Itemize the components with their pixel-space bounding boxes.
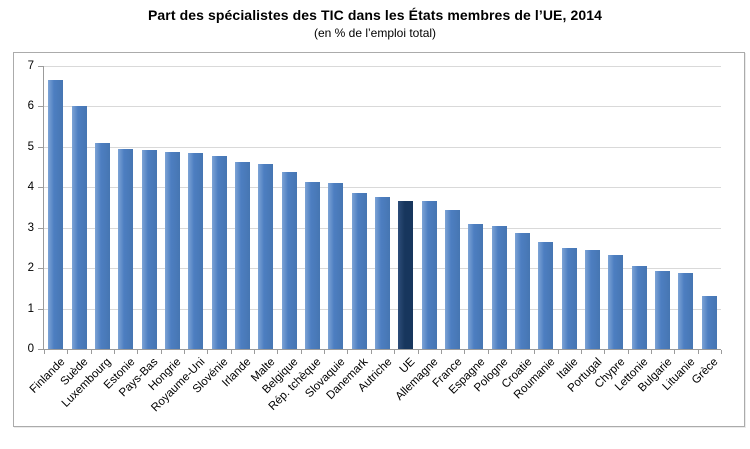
y-tick-5 xyxy=(38,146,43,148)
bar-suede xyxy=(71,106,87,349)
y-tick-6 xyxy=(38,106,43,108)
x-axis-line xyxy=(43,349,721,350)
bar-ue xyxy=(398,200,414,349)
x-tick-12 xyxy=(324,350,326,354)
bar-malte xyxy=(258,163,274,349)
bar-espagne xyxy=(468,224,484,349)
chart-subtitle: (en % de l’emploi total) xyxy=(313,26,437,40)
bar-portugal xyxy=(585,249,601,349)
x-tick-21 xyxy=(534,350,536,354)
bar-irlande xyxy=(234,162,250,349)
y-axis-label-5: 5 xyxy=(27,140,34,153)
x-tick-28 xyxy=(697,350,699,354)
y-axis-line xyxy=(43,66,44,350)
bar-chypre xyxy=(608,254,624,349)
x-tick-13 xyxy=(347,350,349,354)
bar-allemagne xyxy=(421,201,437,349)
bar-bulgarie xyxy=(655,270,671,349)
x-tick-15 xyxy=(394,350,396,354)
x-tick-11 xyxy=(300,350,302,354)
y-tick-0 xyxy=(38,349,43,350)
gridline-6 xyxy=(44,106,721,108)
chart-title: Part des spécialistes des TIC dans les É… xyxy=(147,7,603,23)
x-tick-3 xyxy=(114,350,116,354)
bar-lituanie xyxy=(678,273,694,349)
x-tick-29 xyxy=(721,350,722,354)
bar-royaume-uni xyxy=(188,152,204,349)
bar-luxembourg xyxy=(94,142,110,349)
gridline-4 xyxy=(44,187,721,189)
bar-france xyxy=(445,209,461,349)
x-tick-6 xyxy=(184,350,186,354)
x-tick-17 xyxy=(440,350,442,354)
bar-finlande xyxy=(48,80,64,349)
x-tick-1 xyxy=(67,350,69,354)
x-tick-5 xyxy=(160,350,162,354)
gridline-7 xyxy=(44,66,721,67)
x-tick-8 xyxy=(230,350,232,354)
x-tick-24 xyxy=(604,350,606,354)
y-axis-label-1: 1 xyxy=(27,302,34,315)
x-tick-10 xyxy=(277,350,279,354)
y-axis-label-7: 7 xyxy=(27,60,34,72)
y-tick-4 xyxy=(38,187,43,189)
x-tick-27 xyxy=(674,350,676,354)
x-tick-16 xyxy=(417,350,419,354)
bar-danemark xyxy=(351,193,367,349)
bar-slovaquie xyxy=(328,183,344,349)
x-tick-20 xyxy=(510,350,512,354)
bar-lettonie xyxy=(631,266,647,349)
x-tick-18 xyxy=(464,350,466,354)
x-tick-23 xyxy=(580,350,582,354)
x-tick-26 xyxy=(650,350,652,354)
y-tick-3 xyxy=(38,227,43,229)
x-tick-25 xyxy=(627,350,629,354)
y-tick-1 xyxy=(38,308,43,310)
bar-rep-tcheque xyxy=(304,182,320,349)
y-tick-2 xyxy=(38,268,43,270)
y-axis-label-0: 0 xyxy=(27,343,34,355)
bar-hongrie xyxy=(164,152,180,349)
y-axis-label-4: 4 xyxy=(27,181,34,194)
bar-croatie xyxy=(515,233,531,349)
bar-italie xyxy=(561,247,577,349)
x-tick-14 xyxy=(370,350,372,354)
x-tick-22 xyxy=(557,350,559,354)
x-tick-4 xyxy=(137,350,139,354)
bar-pologne xyxy=(491,225,507,349)
y-axis-label-2: 2 xyxy=(27,262,34,275)
bar-belgique xyxy=(281,171,297,349)
y-axis-label-6: 6 xyxy=(27,100,34,113)
bar-pays-bas xyxy=(141,149,157,349)
x-tick-19 xyxy=(487,350,489,354)
x-tick-9 xyxy=(254,350,256,354)
bar-estonie xyxy=(118,148,134,349)
bar-roumanie xyxy=(538,241,554,349)
bar-slovenie xyxy=(211,156,227,349)
gridline-5 xyxy=(44,146,721,148)
y-axis-label-3: 3 xyxy=(27,221,34,234)
bar-autriche xyxy=(375,197,390,349)
x-tick-7 xyxy=(207,350,209,354)
x-tick-0 xyxy=(44,350,45,354)
y-tick-7 xyxy=(38,66,43,67)
bar-grece xyxy=(701,296,717,349)
x-tick-2 xyxy=(90,350,92,354)
